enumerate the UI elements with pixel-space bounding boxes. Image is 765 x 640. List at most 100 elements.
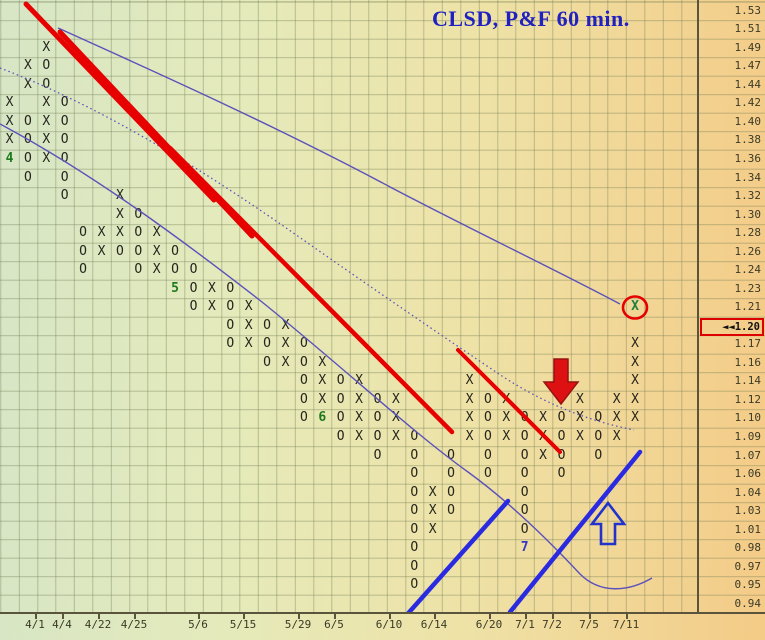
pnf-o-box: O	[594, 447, 603, 463]
pnf-x-box: X	[631, 391, 639, 407]
price-label: 1.26	[734, 244, 762, 258]
price-label: 1.10	[734, 411, 762, 425]
date-label: 7/1	[515, 618, 535, 631]
pnf-o-box: O	[23, 132, 32, 148]
pnf-o-box: O	[483, 466, 492, 481]
pnf-x-box: X	[318, 354, 327, 370]
pnf-o-box: O	[410, 540, 419, 556]
pnf-o-box: O	[226, 299, 235, 315]
price-label: 1.16	[734, 355, 762, 369]
pnf-x-box: X	[465, 428, 474, 444]
date-label: 7/11	[612, 618, 640, 631]
price-label: 1.51	[734, 22, 762, 36]
pnf-o-box: O	[520, 484, 529, 500]
pnf-o-box: O	[79, 225, 87, 241]
pnf-o-box: O	[299, 373, 308, 389]
price-label: 0.94	[734, 596, 762, 610]
price-label: 1.04	[734, 485, 762, 499]
pnf-o-box: O	[336, 391, 345, 407]
date-tick	[198, 614, 200, 619]
pnf-o-box: O	[189, 299, 198, 315]
pnf-o-box: O	[79, 262, 87, 278]
pnf-o-box: O	[60, 132, 69, 148]
pnf-o-box: O	[520, 447, 529, 463]
pnf-x-box: X	[612, 391, 621, 407]
pnf-x-box: X	[281, 317, 290, 333]
pnf-o-box: O	[483, 428, 492, 444]
pnf-o-box: O	[60, 95, 69, 111]
pnf-x-box: X	[97, 243, 106, 259]
pnf-o-box: O	[79, 243, 87, 259]
pnf-o-box: O	[263, 317, 271, 333]
pnf-o-box: O	[483, 447, 492, 463]
pnf-x-box: X	[539, 447, 547, 463]
price-label: 1.28	[734, 226, 762, 240]
pnf-x-box: X	[152, 243, 161, 259]
pnf-x-box: X	[5, 113, 14, 129]
date-tick	[98, 614, 100, 619]
pnf-x-box: X	[115, 225, 124, 241]
pnf-o-box: O	[520, 466, 529, 481]
price-label: 1.09	[734, 429, 762, 443]
pnf-x-box: X	[318, 391, 327, 407]
date-label: 6/5	[324, 618, 344, 631]
pnf-o-box: O	[23, 151, 32, 166]
price-label: 1.36	[734, 152, 762, 165]
pnf-x-box: X	[631, 354, 639, 370]
pnf-o-box: O	[483, 391, 492, 407]
pnf-o-box: O	[557, 466, 566, 481]
pnf-o-box: O	[410, 484, 419, 500]
pnf-o-box: O	[226, 336, 235, 352]
pnf-x-box: X	[575, 391, 584, 407]
pnf-o-box: O	[520, 521, 529, 537]
pnf-o-box: O	[171, 243, 179, 259]
date-label: 6/14	[420, 618, 448, 631]
chart-title: CLSD, P&F 60 min.	[432, 6, 630, 31]
pnf-x-box: X	[465, 391, 474, 407]
pnf-o-box: O	[23, 113, 32, 129]
pnf-x-box: X	[244, 317, 253, 333]
pnf-x-box: X	[244, 336, 253, 352]
pnf-o-box: O	[447, 447, 455, 463]
pnf-o-box: O	[373, 428, 382, 444]
price-label: 1.03	[734, 504, 762, 517]
pnf-x-box: X	[612, 428, 621, 444]
pnf-o-box: O	[447, 503, 455, 518]
pnf-o-box: O	[60, 169, 69, 185]
price-axis: 1.53 1.51 1.49 1.47 1.44 1.42 1.40 1.38 1.36 1.34…	[697, 0, 765, 612]
pnf-x-box: X	[152, 262, 161, 278]
pnf-o-box: O	[373, 410, 382, 426]
pnf-x-box: X	[391, 428, 400, 444]
pnf-x-box: X	[428, 484, 437, 500]
pnf-x-box: X	[539, 410, 547, 426]
date-tick	[243, 614, 245, 619]
pnf-x-box: X	[42, 151, 51, 166]
date-tick	[626, 614, 628, 619]
pnf-x-box: X	[612, 410, 621, 426]
pnf-o-box: O	[483, 410, 492, 426]
pnf-o-box: O	[520, 503, 529, 518]
price-label: 1.42	[734, 96, 762, 110]
pnf-o-box: O	[410, 503, 419, 518]
pnf-o-box: O	[299, 391, 308, 407]
pnf-x-box: X	[281, 354, 290, 370]
pnf-o-box: O	[520, 428, 529, 444]
pnf-o-box: O	[557, 428, 566, 444]
pnf-x-box: X	[355, 410, 363, 426]
pnf-o-box: O	[299, 410, 308, 426]
pnf-x-box: X	[115, 188, 124, 203]
pnf-o-box: O	[594, 428, 603, 444]
date-tick	[589, 614, 591, 619]
pnf-o-box: O	[336, 410, 345, 426]
price-label: 1.07	[734, 448, 762, 462]
pnf-x-box: X	[502, 391, 511, 407]
date-label: 4/1	[25, 618, 45, 631]
pnf-month-marker-7: 7	[520, 540, 529, 556]
pnf-x-box: X	[465, 410, 474, 426]
price-label: 1.17	[734, 337, 762, 351]
pnf-o-box: O	[410, 558, 419, 574]
pnf-x-box: X	[152, 225, 161, 241]
